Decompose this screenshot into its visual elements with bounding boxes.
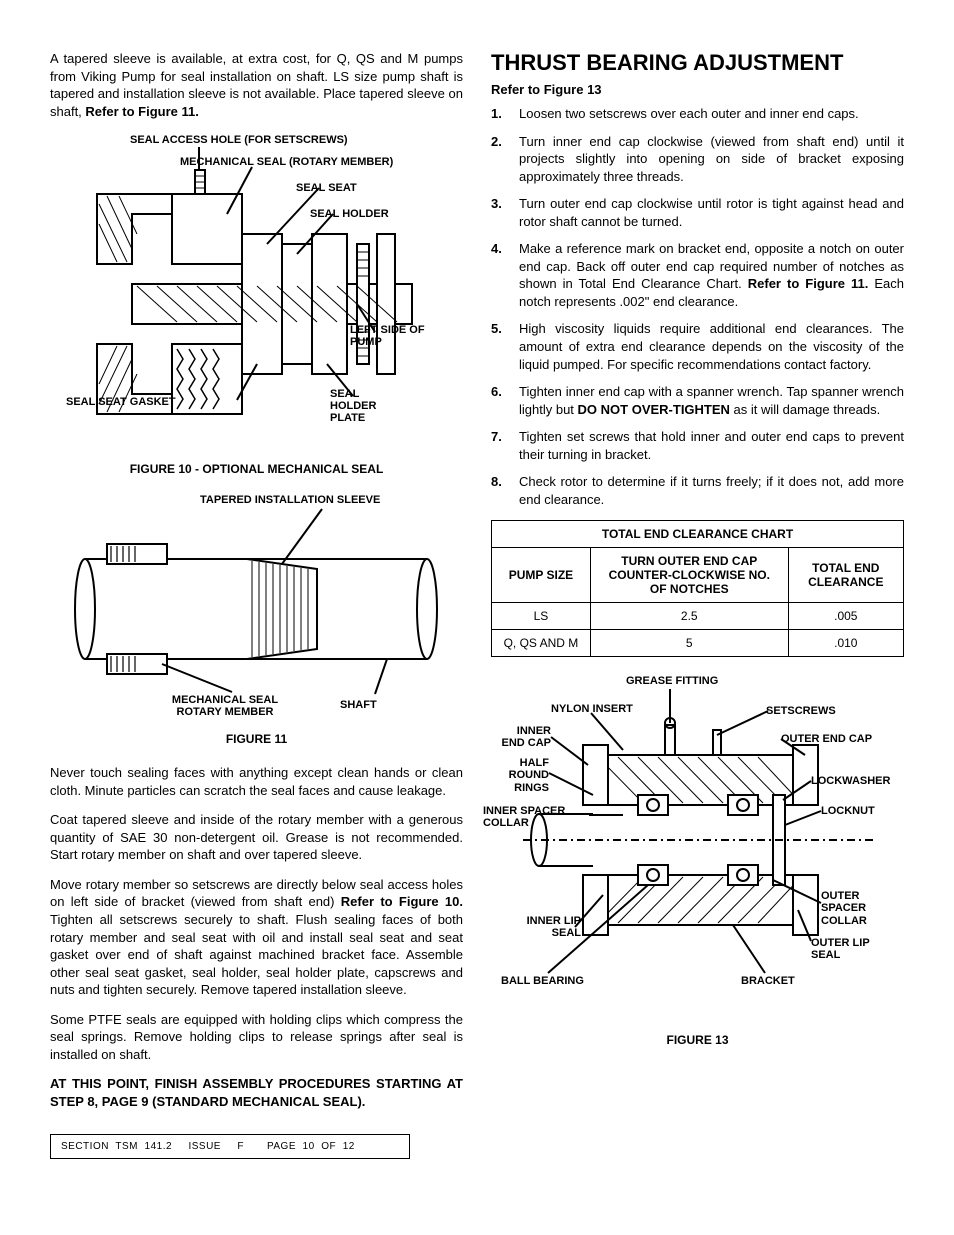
step-8: Check rotor to determine if it turns fre… [491,473,904,508]
chart-h1: TURN OUTER END CAP COUNTER-CLOCKWISE NO.… [590,548,788,603]
footer-page-label: PAGE [267,1141,296,1152]
footer-issue-label: ISSUE [188,1141,221,1152]
fig13-inner-spacer: INNER SPACER COLLAR [483,805,588,829]
step-5: High viscosity liquids require additiona… [491,320,904,373]
steps-list: Loosen two setscrews over each outer and… [491,105,904,508]
fig13-inner-end-cap: INNER END CAP [491,725,551,749]
fig11-svg [67,494,447,724]
fig13-bracket: BRACKET [741,975,795,987]
step-4-bold: Refer to Figure 11. [748,276,869,291]
fig10-label-seal-seat-gasket: SEAL SEAT GASKET [66,396,176,408]
fig13-caption: FIGURE 13 [491,1033,904,1047]
fig13-svg [493,675,903,1015]
chart-h2: TOTAL END CLEARANCE [788,548,903,603]
step-1: Loosen two setscrews over each outer and… [491,105,904,123]
footer-issue: F [237,1141,244,1152]
para-2: Never touch sealing faces with anything … [50,764,463,799]
fig13-lockwasher: LOCKWASHER [811,775,890,787]
footer-page-cur: 10 [303,1141,315,1152]
clearance-chart: TOTAL END CLEARANCE CHART PUMP SIZE TURN… [491,520,904,657]
fig11-caption: FIGURE 11 [50,732,463,746]
step-4: Make a reference mark on bracket end, op… [491,240,904,310]
fig13-nylon: NYLON INSERT [551,703,633,715]
chart-r0c2: .005 [788,603,903,630]
right-column: THRUST BEARING ADJUSTMENT Refer to Figur… [491,50,904,1159]
para-6: AT THIS POINT, FINISH ASSEMBLY PROCEDURE… [50,1075,463,1110]
footer-box: SECTION TSM 141.2 ISSUE F PAGE 10 OF 12 [50,1134,410,1159]
chart-r0c0: LS [492,603,591,630]
fig13-ball-bearing: BALL BEARING [501,975,584,987]
footer-tsm-num: 141.2 [145,1141,173,1152]
fig10-caption: FIGURE 10 - OPTIONAL MECHANICAL SEAL [50,462,463,476]
intro-ref: Refer to Figure 11. [85,104,198,119]
fig10-label-mech-seal: MECHANICAL SEAL (ROTARY MEMBER) [180,156,393,168]
fig10-label-left-side: LEFT SIDE OF PUMP [350,324,430,348]
fig13-outer-spacer: OUTER SPACER COLLAR [821,890,891,926]
step-7: Tighten set screws that hold inner and o… [491,428,904,463]
footer-tsm: TSM [115,1141,138,1152]
footer-section: SECTION [61,1141,109,1152]
fig11-label-mech-seal-rotary: MECHANICAL SEAL ROTARY MEMBER [160,694,290,718]
left-column: A tapered sleeve is available, at extra … [50,50,463,1159]
fig10-label-seal-seat: SEAL SEAT [296,182,357,194]
step-2: Turn inner end cap clockwise (viewed fro… [491,133,904,186]
fig13-grease: GREASE FITTING [626,675,718,687]
fig13-locknut: LOCKNUT [821,805,875,817]
fig13-half-round: HALF ROUND RINGS [491,757,549,793]
step-3: Turn outer end cap clockwise until rotor… [491,195,904,230]
step-6-post: as it will damage threads. [730,402,880,417]
chart-r0c1: 2.5 [590,603,788,630]
para-4-ref: Refer to Figure 10. [341,894,463,909]
chart-h0: PUMP SIZE [492,548,591,603]
page-columns: A tapered sleeve is available, at extra … [50,50,904,1159]
step-6-bold: DO NOT OVER-TIGHTEN [578,402,730,417]
para-4b: Tighten all setscrews securely to shaft.… [50,912,463,997]
fig10-label-seal-holder-plate: SEAL HOLDER PLATE [330,388,400,424]
fig11-label-shaft: SHAFT [340,699,377,711]
fig10-label-seal-holder: SEAL HOLDER [310,208,389,220]
chart-row-1: Q, QS AND M 5 .010 [492,630,904,657]
step-6: Tighten inner end cap with a spanner wre… [491,383,904,418]
footer-page-total: 12 [343,1141,355,1152]
fig13-setscrews: SETSCREWS [766,705,836,717]
fig13-outer-end-cap: OUTER END CAP [781,733,872,745]
fig10-label-seal-access: SEAL ACCESS HOLE (FOR SETSCREWS) [130,134,348,146]
para-4: Move rotary member so setscrews are dire… [50,876,463,999]
fig11-label-tapered-sleeve: TAPERED INSTALLATION SLEEVE [200,494,380,506]
para-5: Some PTFE seals are equipped with holdin… [50,1011,463,1064]
figure-11: TAPERED INSTALLATION SLEEVE MECHANICAL S… [50,494,463,724]
chart-row-0: LS 2.5 .005 [492,603,904,630]
chart-title: TOTAL END CLEARANCE CHART [492,521,904,548]
chart-r1c0: Q, QS AND M [492,630,591,657]
figure-10: SEAL ACCESS HOLE (FOR SETSCREWS) MECHANI… [50,134,463,454]
section-subhead: Refer to Figure 13 [491,82,904,97]
section-title: THRUST BEARING ADJUSTMENT [491,50,904,76]
footer-page-of: OF [321,1141,336,1152]
chart-r1c1: 5 [590,630,788,657]
intro-paragraph: A tapered sleeve is available, at extra … [50,50,463,120]
fig13-outer-lip-seal: OUTER LIP SEAL [811,937,891,961]
figure-13: GREASE FITTING NYLON INSERT SETSCREWS IN… [491,675,904,1015]
para-3: Coat tapered sleeve and inside of the ro… [50,811,463,864]
fig13-inner-lip-seal: INNER LIP SEAL [511,915,581,939]
chart-r1c2: .010 [788,630,903,657]
